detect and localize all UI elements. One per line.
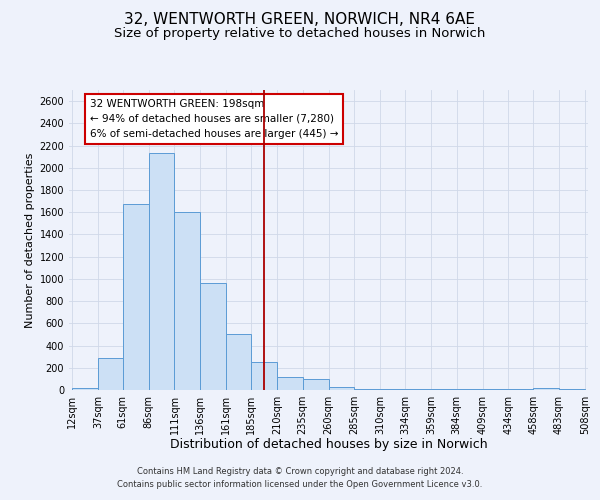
Bar: [149, 154, 175, 390]
Bar: [533, 388, 559, 390]
Text: Size of property relative to detached houses in Norwich: Size of property relative to detached ho…: [115, 28, 485, 40]
Bar: [98, 358, 123, 390]
Y-axis label: Number of detached properties: Number of detached properties: [25, 152, 35, 328]
Text: 32 WENTWORTH GREEN: 198sqm
← 94% of detached houses are smaller (7,280)
6% of se: 32 WENTWORTH GREEN: 198sqm ← 94% of deta…: [90, 99, 338, 138]
Bar: [302, 380, 329, 390]
Text: Contains public sector information licensed under the Open Government Licence v3: Contains public sector information licen…: [118, 480, 482, 489]
Bar: [226, 334, 251, 390]
Bar: [123, 204, 149, 390]
Bar: [251, 362, 277, 390]
Bar: [277, 376, 302, 390]
Bar: [72, 388, 98, 390]
Text: 32, WENTWORTH GREEN, NORWICH, NR4 6AE: 32, WENTWORTH GREEN, NORWICH, NR4 6AE: [125, 12, 476, 28]
Bar: [200, 284, 226, 390]
Bar: [329, 386, 355, 390]
Bar: [355, 389, 380, 390]
Text: Contains HM Land Registry data © Crown copyright and database right 2024.: Contains HM Land Registry data © Crown c…: [137, 467, 463, 476]
Bar: [175, 212, 200, 390]
X-axis label: Distribution of detached houses by size in Norwich: Distribution of detached houses by size …: [170, 438, 487, 452]
